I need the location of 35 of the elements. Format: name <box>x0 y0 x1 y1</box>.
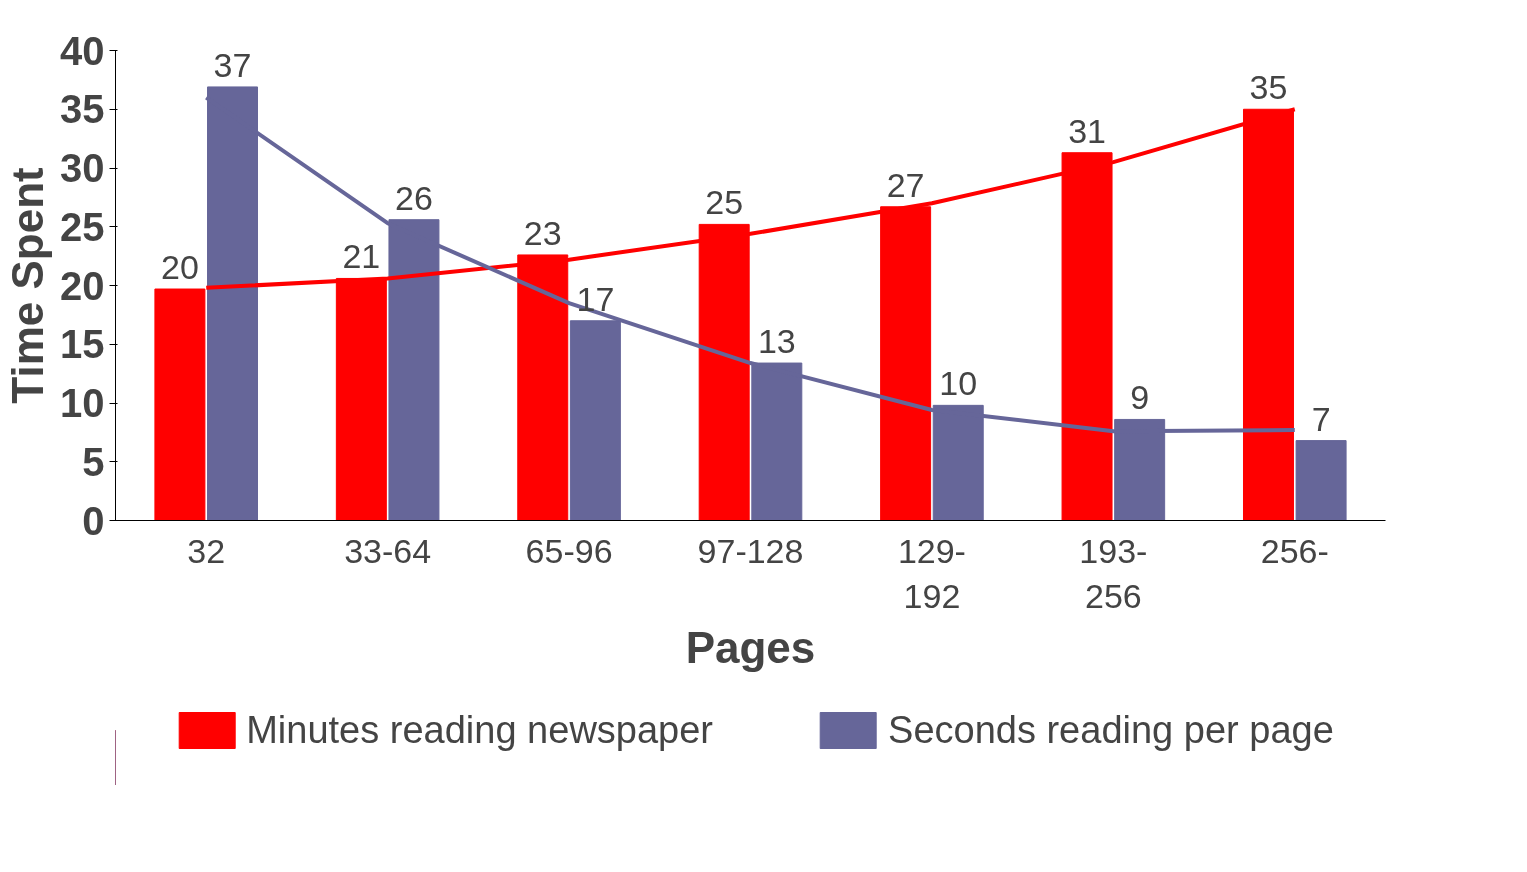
data-label: 9 <box>1130 378 1150 417</box>
x-tick-label: 256- <box>1260 531 1329 570</box>
y-tick-label: 0 <box>82 498 105 543</box>
y-tick-label: 5 <box>82 439 105 484</box>
data-label: 17 <box>576 279 615 318</box>
y-axis-title: Time Spent <box>3 166 53 404</box>
data-label: 20 <box>161 248 199 287</box>
x-tick-label: 97-128 <box>697 531 804 570</box>
x-axis-title: Pages <box>685 623 816 673</box>
data-label: 37 <box>213 45 252 84</box>
y-tick-label: 25 <box>60 204 105 249</box>
data-label: 13 <box>757 322 796 361</box>
legend-label: Seconds reading per page <box>888 708 1334 752</box>
y-tick-label: 35 <box>60 87 105 132</box>
legend-label: Minutes reading newspaper <box>246 708 714 752</box>
y-tick-label: 30 <box>60 146 105 190</box>
data-label: 21 <box>342 237 381 276</box>
data-label: 35 <box>1249 68 1288 107</box>
x-tick-label: 32 <box>187 531 226 570</box>
data-label: 25 <box>705 183 744 222</box>
data-label: 31 <box>1068 111 1106 150</box>
x-tick-label: 65-96 <box>525 531 613 570</box>
data-label: 27 <box>886 165 925 204</box>
y-tick-label: 15 <box>60 322 105 367</box>
data-label: 10 <box>939 364 978 403</box>
x-tick-label: 33-64 <box>344 531 432 570</box>
data-label: 7 <box>1311 399 1331 438</box>
bar <box>1295 440 1347 521</box>
y-tick-label: 20 <box>60 263 105 308</box>
y-tick-label: 10 <box>60 381 105 425</box>
data-label: 23 <box>523 213 562 252</box>
x-tick-label: 129-192 <box>897 531 966 616</box>
data-label: 26 <box>395 178 433 217</box>
y-tick-label: 40 <box>60 28 105 73</box>
x-tick-label: 193-256 <box>1079 531 1148 616</box>
